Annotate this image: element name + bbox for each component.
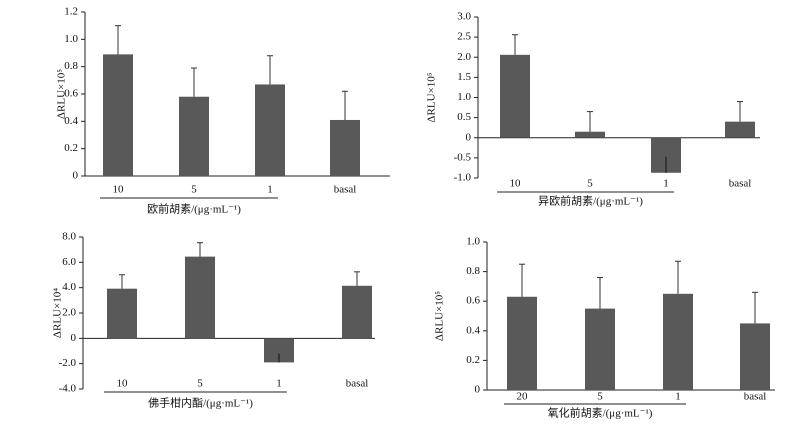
x-tick-label: 5 bbox=[197, 378, 203, 390]
bar bbox=[725, 121, 755, 138]
bar bbox=[740, 323, 770, 390]
y-tick-label: -0.5 bbox=[454, 151, 472, 163]
y-tick-label: 0.8 bbox=[466, 265, 480, 277]
y-tick-label: 1.0 bbox=[466, 236, 480, 248]
x-axis-label: 异欧前胡素/(μg·mL⁻¹) bbox=[538, 194, 643, 208]
y-tick-label: 0 bbox=[73, 170, 79, 182]
x-tick-label: 1 bbox=[675, 391, 681, 403]
x-tick-label: basal bbox=[744, 391, 767, 403]
x-tick-label: 10 bbox=[117, 378, 129, 390]
y-tick-label: -1.0 bbox=[454, 172, 472, 184]
bar bbox=[500, 54, 530, 138]
x-tick-label: 1 bbox=[276, 378, 282, 390]
y-axis-label: ΔRLU×10⁵ bbox=[434, 291, 446, 341]
y-tick-label: 0.6 bbox=[64, 88, 78, 100]
y-tick-label: 2.0 bbox=[457, 51, 471, 63]
bar bbox=[575, 131, 605, 138]
x-axis-label: 佛手柑内酯/(μg·mL⁻¹) bbox=[148, 396, 253, 410]
bar bbox=[507, 296, 537, 390]
y-tick-label: -2.0 bbox=[59, 357, 77, 369]
y-tick-label: 0.5 bbox=[457, 111, 471, 123]
x-tick-label: basal bbox=[346, 378, 369, 390]
x-tick-label: 5 bbox=[587, 178, 593, 190]
y-tick-label: 0.8 bbox=[64, 60, 78, 72]
x-tick-label: 5 bbox=[597, 391, 603, 403]
x-axis-label: 欧前胡素/(μg·mL⁻¹) bbox=[147, 202, 241, 216]
x-tick-label: 10 bbox=[113, 184, 125, 196]
y-tick-label: 0 bbox=[466, 131, 472, 143]
x-axis-label: 氧化前胡素/(μg·mL⁻¹) bbox=[548, 406, 653, 420]
bar bbox=[107, 288, 137, 339]
y-tick-label: 1.5 bbox=[457, 71, 471, 83]
bar bbox=[255, 84, 285, 176]
x-tick-label: 10 bbox=[510, 178, 522, 190]
y-axis-label: ΔRLU×10⁵ bbox=[56, 69, 68, 119]
x-tick-label: basal bbox=[729, 178, 752, 190]
y-tick-label: 0.2 bbox=[64, 142, 78, 154]
y-tick-label: 3.0 bbox=[457, 11, 471, 23]
y-tick-label: 0 bbox=[71, 332, 77, 344]
bar bbox=[103, 54, 133, 176]
bar bbox=[585, 308, 615, 390]
y-tick-label: 0.2 bbox=[466, 354, 480, 366]
y-tick-label: 0.4 bbox=[466, 324, 480, 336]
y-tick-label: 1.0 bbox=[64, 33, 78, 45]
x-tick-label: 1 bbox=[663, 178, 669, 190]
bar bbox=[179, 96, 209, 176]
bar bbox=[330, 119, 360, 176]
y-tick-label: 1.0 bbox=[457, 91, 471, 103]
y-tick-label: 6.0 bbox=[62, 256, 76, 268]
x-tick-label: 1 bbox=[267, 184, 273, 196]
y-tick-label: 2.0 bbox=[62, 307, 76, 319]
bar bbox=[663, 293, 693, 390]
bar bbox=[185, 256, 215, 339]
y-tick-label: 1.2 bbox=[64, 6, 78, 18]
y-tick-label: -4.0 bbox=[59, 383, 77, 395]
y-tick-label: 4.0 bbox=[62, 281, 76, 293]
y-tick-label: 0.4 bbox=[64, 115, 78, 127]
y-tick-label: 0.6 bbox=[466, 295, 480, 307]
x-tick-label: 5 bbox=[191, 184, 197, 196]
y-axis-label: ΔRLU×10⁵ bbox=[426, 72, 438, 122]
y-tick-label: 8.0 bbox=[62, 231, 76, 243]
x-tick-label: 20 bbox=[517, 391, 529, 403]
y-tick-label: 0 bbox=[475, 384, 481, 396]
y-tick-label: 2.5 bbox=[457, 31, 471, 43]
bar bbox=[342, 285, 372, 339]
x-tick-label: basal bbox=[334, 184, 357, 196]
y-axis-label: ΔRLU×10⁴ bbox=[52, 288, 64, 338]
